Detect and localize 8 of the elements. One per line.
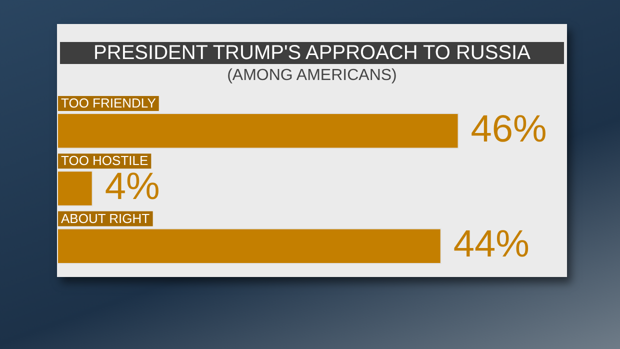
data-label: 44% xyxy=(453,224,530,266)
chart-title: PRESIDENT TRUMP'S APPROACH TO RUSSIA xyxy=(60,42,564,64)
y-tick-label: TOO HOSTILE xyxy=(61,153,148,168)
data-label: 4% xyxy=(104,166,160,208)
y-tick-label: TOO FRIENDLY xyxy=(61,96,156,111)
y-tick-label: ABOUT RIGHT xyxy=(61,210,150,226)
data-label: 46% xyxy=(470,108,547,150)
chart-subtitle: (AMONG AMERICANS) xyxy=(226,66,398,86)
